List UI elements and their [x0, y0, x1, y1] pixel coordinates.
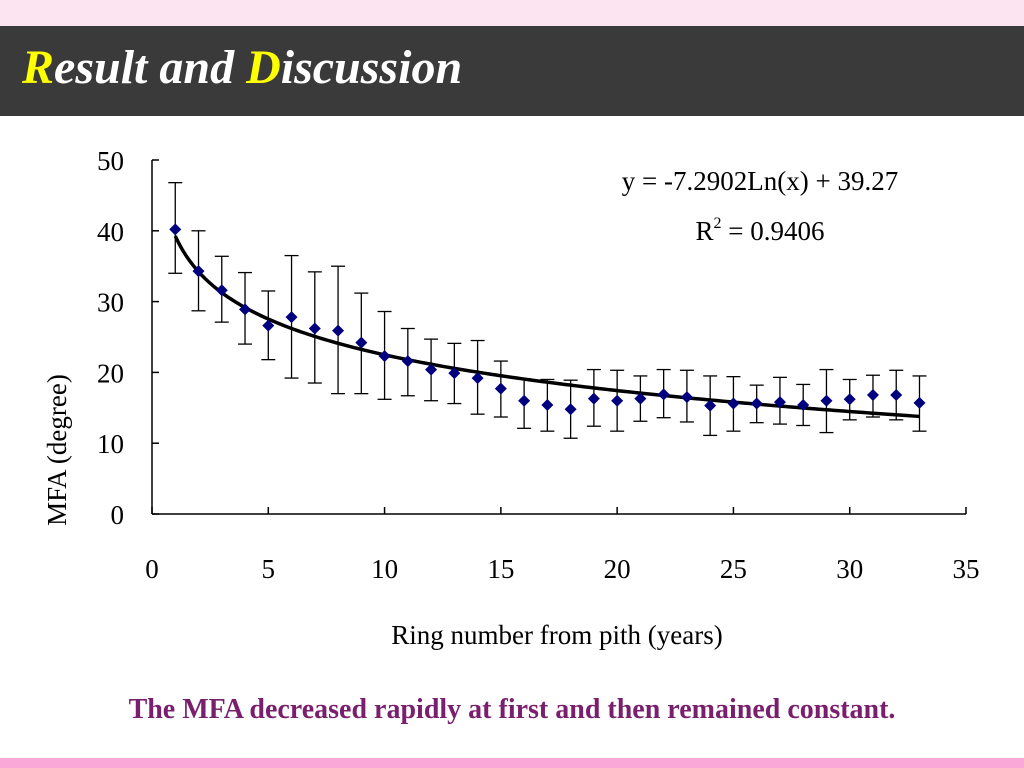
data-point-marker — [587, 392, 600, 405]
data-point-marker — [634, 392, 647, 405]
top-decorative-strip — [0, 0, 1024, 26]
data-point-marker — [518, 394, 531, 407]
data-point-marker — [680, 391, 693, 404]
data-point-marker — [797, 398, 810, 411]
data-point-marker — [611, 394, 624, 407]
x-tick-label: 20 — [604, 554, 631, 584]
y-tick-label: 50 — [97, 146, 124, 176]
data-point-marker — [378, 350, 391, 363]
title-part-1: esult and — [54, 41, 247, 94]
trendline-equation: y = -7.2902Ln(x) + 39.27 — [622, 166, 898, 196]
y-tick-label: 30 — [97, 288, 124, 318]
slide-title: Result and Discussion — [22, 44, 462, 92]
x-tick-label: 10 — [371, 554, 398, 584]
data-point-marker — [332, 324, 345, 337]
data-point-marker — [355, 336, 368, 349]
y-axis-label: MFA (degree) — [42, 374, 72, 526]
y-tick-label: 20 — [97, 358, 124, 388]
data-point-marker — [843, 393, 856, 406]
data-point-marker — [285, 311, 298, 324]
data-markers — [169, 223, 926, 416]
data-point-marker — [890, 389, 903, 402]
conclusion-caption: The MFA decreased rapidly at first and t… — [128, 694, 896, 725]
data-point-marker — [169, 223, 182, 236]
y-tick-label: 40 — [97, 217, 124, 247]
x-tick-label: 5 — [262, 554, 276, 584]
data-point-marker — [192, 265, 205, 278]
data-point-marker — [564, 403, 577, 416]
x-tick-label: 25 — [720, 554, 747, 584]
data-point-marker — [448, 367, 461, 380]
title-initial-d: D — [246, 41, 281, 94]
x-tick-label: 35 — [953, 554, 980, 584]
data-point-marker — [866, 389, 879, 402]
data-point-marker — [727, 397, 740, 410]
y-tick-label: 10 — [97, 429, 124, 459]
data-point-marker — [750, 397, 763, 410]
r-squared-value: = 0.9406 — [722, 216, 825, 246]
data-point-marker — [494, 382, 507, 395]
r-squared-label: R2 = 0.9406 — [696, 215, 825, 246]
data-point-marker — [471, 372, 484, 385]
trendline — [173, 235, 920, 419]
error-bars — [168, 182, 927, 439]
data-point-marker — [239, 303, 252, 316]
data-point-marker — [401, 355, 414, 368]
data-point-marker — [308, 322, 321, 335]
data-point-marker — [215, 284, 228, 297]
x-axis-label: Ring number from pith (years) — [391, 620, 722, 650]
axes: 0 10 20 30 40 50 0 5 10 15 20 25 30 35 — [97, 146, 980, 584]
x-tick-label: 15 — [487, 554, 514, 584]
data-point-marker — [657, 388, 670, 401]
mfa-scatter-chart: 0 10 20 30 40 50 0 5 10 15 20 25 30 35 y = -7.2902Ln(… — [42, 146, 980, 650]
r-squared-symbol: R — [696, 216, 714, 246]
bottom-decorative-strip — [0, 758, 1024, 768]
data-point-marker — [773, 396, 786, 409]
data-point-marker — [820, 394, 833, 407]
data-point-marker — [541, 398, 554, 411]
y-tick-label: 0 — [111, 500, 125, 530]
x-tick-label: 30 — [836, 554, 863, 584]
title-part-2: iscussion — [280, 41, 463, 94]
title-initial-r: R — [22, 41, 55, 94]
x-tick-label: 0 — [145, 554, 159, 584]
data-point-marker — [425, 363, 438, 376]
title-bar — [0, 26, 1024, 116]
data-point-marker — [704, 399, 717, 412]
data-point-marker — [262, 319, 275, 332]
data-point-marker — [913, 396, 926, 409]
trendline-layer — [173, 235, 920, 419]
r-squared-exponent: 2 — [714, 215, 722, 232]
